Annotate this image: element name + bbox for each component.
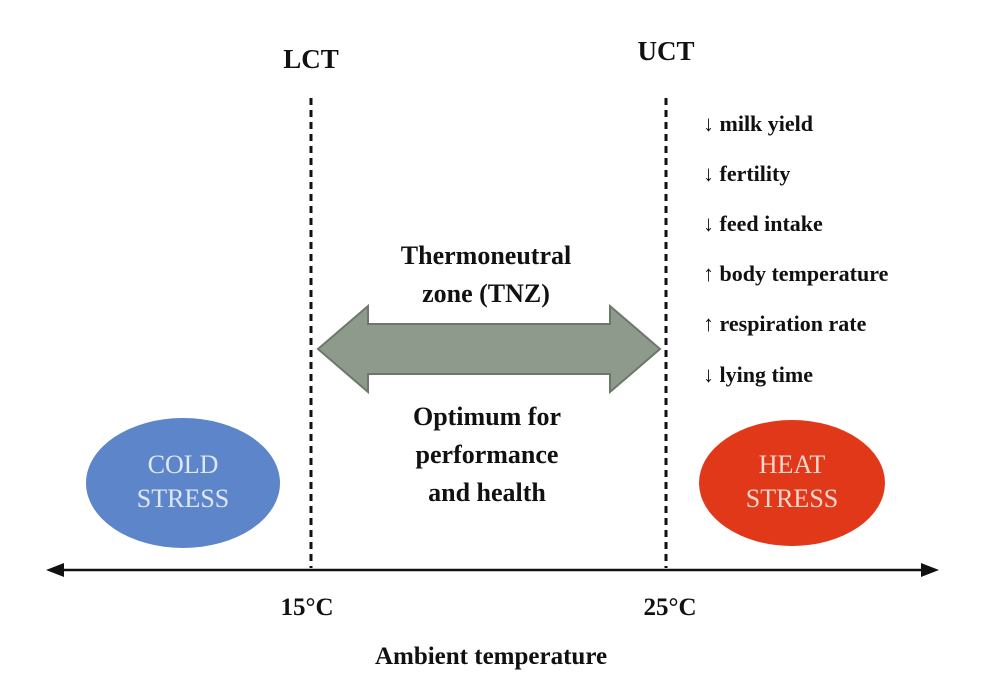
lct-label: LCT [283,44,339,74]
axis-label: Ambient temperature [375,643,607,670]
heat-effect-respiration-rate: ↑ respiration rate [703,311,867,336]
tnz-description-line-3: and health [428,478,546,507]
heat-effect-feed-intake: ↓ feed intake [703,211,823,236]
heat-effect-fertility: ↓ fertility [703,161,790,186]
tnz-description-line-1: Optimum for [413,402,561,431]
tnz-title-line-2: zone (TNZ) [422,279,550,308]
uct-label: UCT [637,36,694,66]
cold-stress-oval [86,418,280,548]
tnz-double-arrow [316,303,662,395]
cold-stress-label-line-2: STRESS [137,484,230,513]
uct-temperature-label: 25°C [643,594,696,621]
heat-effect-lying-time: ↓ lying time [703,362,813,387]
tnz-description-line-2: performance [416,440,559,469]
heat-stress-label-line-1: HEAT [759,450,826,479]
axis-left-arrowhead [46,563,64,577]
heat-stress-oval [699,420,885,546]
heat-stress-label-line-2: STRESS [746,484,839,513]
tnz-title-line-1: Thermoneutral [401,241,571,270]
lct-temperature-label: 15°C [280,594,333,621]
axis-right-arrowhead [921,563,939,577]
heat-effect-body-temperature: ↑ body temperature [703,261,889,286]
cold-stress-label-line-1: COLD [148,450,219,479]
heat-effect-milk-yield: ↓ milk yield [703,111,813,136]
